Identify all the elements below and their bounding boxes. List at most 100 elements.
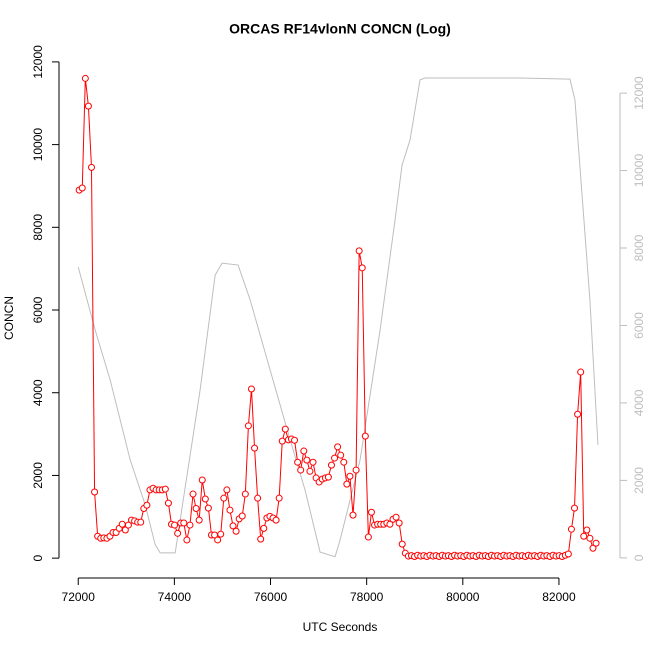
data-point (355, 247, 363, 255)
data-point (124, 521, 132, 529)
series-line (77, 77, 599, 558)
data-point (564, 550, 572, 558)
data-point (118, 520, 126, 528)
data-point (220, 494, 228, 502)
data-point (589, 544, 597, 552)
data-point (186, 521, 194, 529)
data-point (204, 504, 212, 512)
y2-tick-label: 2000 (632, 467, 646, 494)
data-point (281, 425, 289, 433)
y-tick-label: 10000 (31, 128, 45, 162)
data-point (306, 467, 314, 475)
data-point (364, 533, 372, 541)
data-point (229, 522, 237, 530)
y-tick-label: 6000 (31, 296, 45, 323)
data-point (395, 519, 403, 527)
data-point (91, 488, 99, 496)
data-point (214, 536, 222, 544)
y2-tick-label: 8000 (632, 234, 646, 261)
data-point (241, 490, 249, 498)
data-point (198, 476, 206, 484)
y-tick-label: 12000 (31, 45, 45, 79)
data-point (244, 422, 252, 430)
data-point (361, 432, 369, 440)
data-point (583, 526, 591, 534)
data-point (574, 410, 582, 418)
data-point (260, 524, 268, 532)
x-axis-label: UTC Seconds (303, 620, 378, 634)
data-point (81, 74, 89, 82)
data-point (171, 521, 179, 529)
data-point (223, 486, 231, 494)
data-point (352, 466, 360, 474)
data-point (78, 184, 86, 192)
data-point (247, 385, 255, 393)
series-line (78, 78, 597, 558)
data-point (291, 436, 299, 444)
data-point (232, 527, 240, 535)
data-point (254, 494, 262, 502)
data-point (275, 494, 283, 502)
y-tick-label: 8000 (31, 214, 45, 241)
data-point (226, 506, 234, 514)
data-point (300, 447, 308, 455)
x-tick-label: 78000 (350, 590, 384, 604)
data-point (192, 505, 200, 513)
data-point (592, 539, 600, 547)
data-point (334, 443, 342, 451)
data-point (161, 485, 169, 493)
y-tick-label: 2000 (31, 462, 45, 489)
data-point (340, 458, 348, 466)
data-point (84, 102, 92, 110)
chart-title: ORCAS RF14vlonN CONCN (Log) (229, 21, 451, 37)
data-point (257, 535, 265, 543)
data-point (143, 501, 151, 509)
data-point (297, 466, 305, 474)
x-tick-label: 74000 (158, 590, 192, 604)
y2-tick-label: 12000 (632, 76, 646, 110)
data-point (137, 518, 145, 526)
y-tick-label: 0 (31, 554, 45, 561)
data-point (337, 451, 345, 459)
data-point (367, 508, 375, 516)
data-point (272, 516, 280, 524)
data-point (398, 540, 406, 548)
data-point (201, 495, 209, 503)
data-point (238, 512, 246, 520)
data-point (343, 480, 351, 488)
data-point (278, 437, 286, 445)
data-point (183, 536, 191, 544)
data-point (174, 529, 182, 537)
data-point (358, 264, 366, 272)
data-point (294, 458, 302, 466)
data-point (571, 504, 579, 512)
y2-tick-label: 0 (632, 554, 646, 561)
data-point (195, 516, 203, 524)
data-point (189, 490, 197, 498)
data-point (309, 458, 317, 466)
x-tick-label: 80000 (446, 590, 480, 604)
data-point (87, 163, 95, 171)
data-point (349, 511, 357, 519)
data-point (324, 473, 332, 481)
x-tick-label: 76000 (254, 590, 288, 604)
x-tick-label: 82000 (542, 590, 576, 604)
x-tick-label: 72000 (62, 590, 96, 604)
y2-tick-label: 6000 (632, 312, 646, 339)
data-point (346, 472, 354, 480)
data-point (217, 530, 225, 538)
y-axis-label: CONCN (2, 296, 16, 340)
data-point (327, 461, 335, 469)
data-point (580, 532, 588, 540)
data-point (567, 525, 575, 533)
data-point (251, 444, 259, 452)
data-point (303, 456, 311, 464)
data-point (586, 534, 594, 542)
data-point (164, 499, 172, 507)
y2-tick-label: 10000 (632, 154, 646, 188)
data-point (577, 368, 585, 376)
data-point (121, 526, 129, 534)
y2-tick-label: 4000 (632, 389, 646, 416)
data-point (386, 520, 394, 528)
